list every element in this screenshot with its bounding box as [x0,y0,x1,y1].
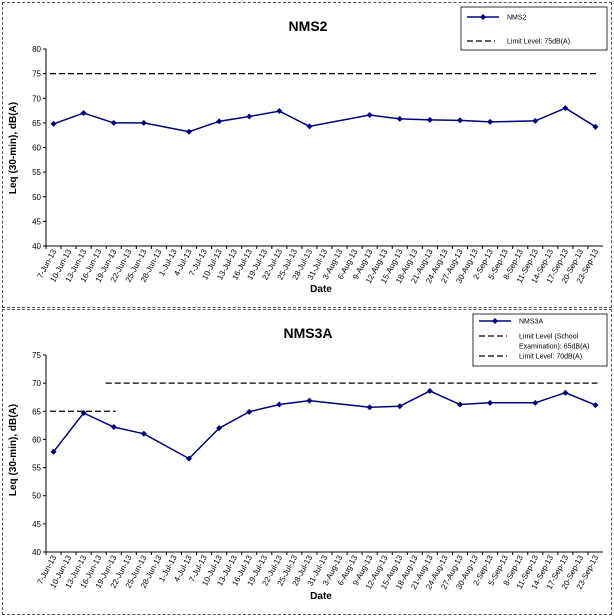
legend-label: NMS3A [519,319,543,326]
data-point [426,116,433,123]
data-point [396,115,403,122]
data-point [456,401,463,408]
y-tick-label: 45 [32,520,41,529]
chart-legend: NMS2 Limit Level: 75dB(A) [460,6,608,51]
y-tick-label: 40 [32,548,41,557]
data-point [276,401,283,408]
data-point [396,403,403,410]
chart-title: NMS3A [283,325,332,341]
x-axis-title: Date [310,284,332,295]
nms2-chart-panel: NMS2 NMS2 Limit Level: 75dB(A) Date Leq (… [2,2,612,308]
data-point [532,399,539,406]
data-point [592,402,599,409]
data-point [366,404,373,411]
y-tick-label: 65 [32,119,41,128]
data-point [186,128,193,135]
data-point [80,409,87,416]
y-axis-title: Leq (30-min), dB(A) [8,404,19,496]
data-point [50,120,57,127]
data-point [246,408,253,415]
chart-title: NMS2 [289,18,328,34]
data-point [487,399,494,406]
y-tick-label: 55 [32,168,41,177]
legend-marker [480,14,486,20]
data-point [456,117,463,124]
y-tick-label: 50 [32,193,41,202]
data-point [246,113,253,120]
data-point [216,118,223,125]
legend-label: NMS2 [507,15,527,22]
y-tick-label: 40 [32,242,41,251]
data-point [592,123,599,130]
y-axis-title: Leq (30-min), dB(A) [8,102,19,194]
data-point [487,118,494,125]
y-tick-label: 65 [32,407,41,416]
nms2-chart: NMS2 NMS2 Limit Level: 75dB(A) Date Leq (… [8,6,608,295]
x-axis-title: Date [310,591,332,602]
data-point [426,388,433,395]
data-point [80,110,87,117]
data-point [276,108,283,115]
y-tick-label: 70 [32,94,41,103]
data-point [140,430,147,437]
data-point [50,448,57,455]
legend-box [460,6,608,51]
series-line [52,390,596,460]
nms3a-chart-panel: NMS3A NMS3A Limit Level (School Examinatio… [2,309,612,615]
series-line [53,107,596,133]
data-point [186,455,193,462]
nms3a-chart: NMS3A NMS3A Limit Level (School Examinatio… [8,313,608,602]
legend-label: Limit Level: 70dB(A) [519,354,582,361]
data-point [306,123,313,130]
y-tick-label: 50 [32,492,41,501]
y-tick-label: 45 [32,217,41,226]
data-point [532,117,539,124]
legend-label: Examination): 65dB(A) [519,344,589,351]
y-tick-label: 55 [32,464,41,473]
data-point [562,105,569,112]
y-tick-label: 75 [32,351,41,360]
data-point [110,119,117,126]
legend-marker [492,318,498,324]
y-tick-label: 70 [32,379,41,388]
data-point [216,425,223,432]
data-point [562,389,569,396]
data-point [110,424,117,431]
legend-label: Limit Level (School [519,334,579,341]
data-point [140,119,147,126]
legend-label: Limit Level: 75dB(A) [507,39,570,46]
chart-legend: NMS3A Limit Level (School Examination): 65… [472,313,608,367]
data-point [306,397,313,404]
y-tick-label: 80 [32,45,41,54]
data-point [366,111,373,118]
y-tick-label: 60 [32,144,41,153]
y-tick-label: 60 [32,435,41,444]
y-tick-label: 75 [32,70,41,79]
